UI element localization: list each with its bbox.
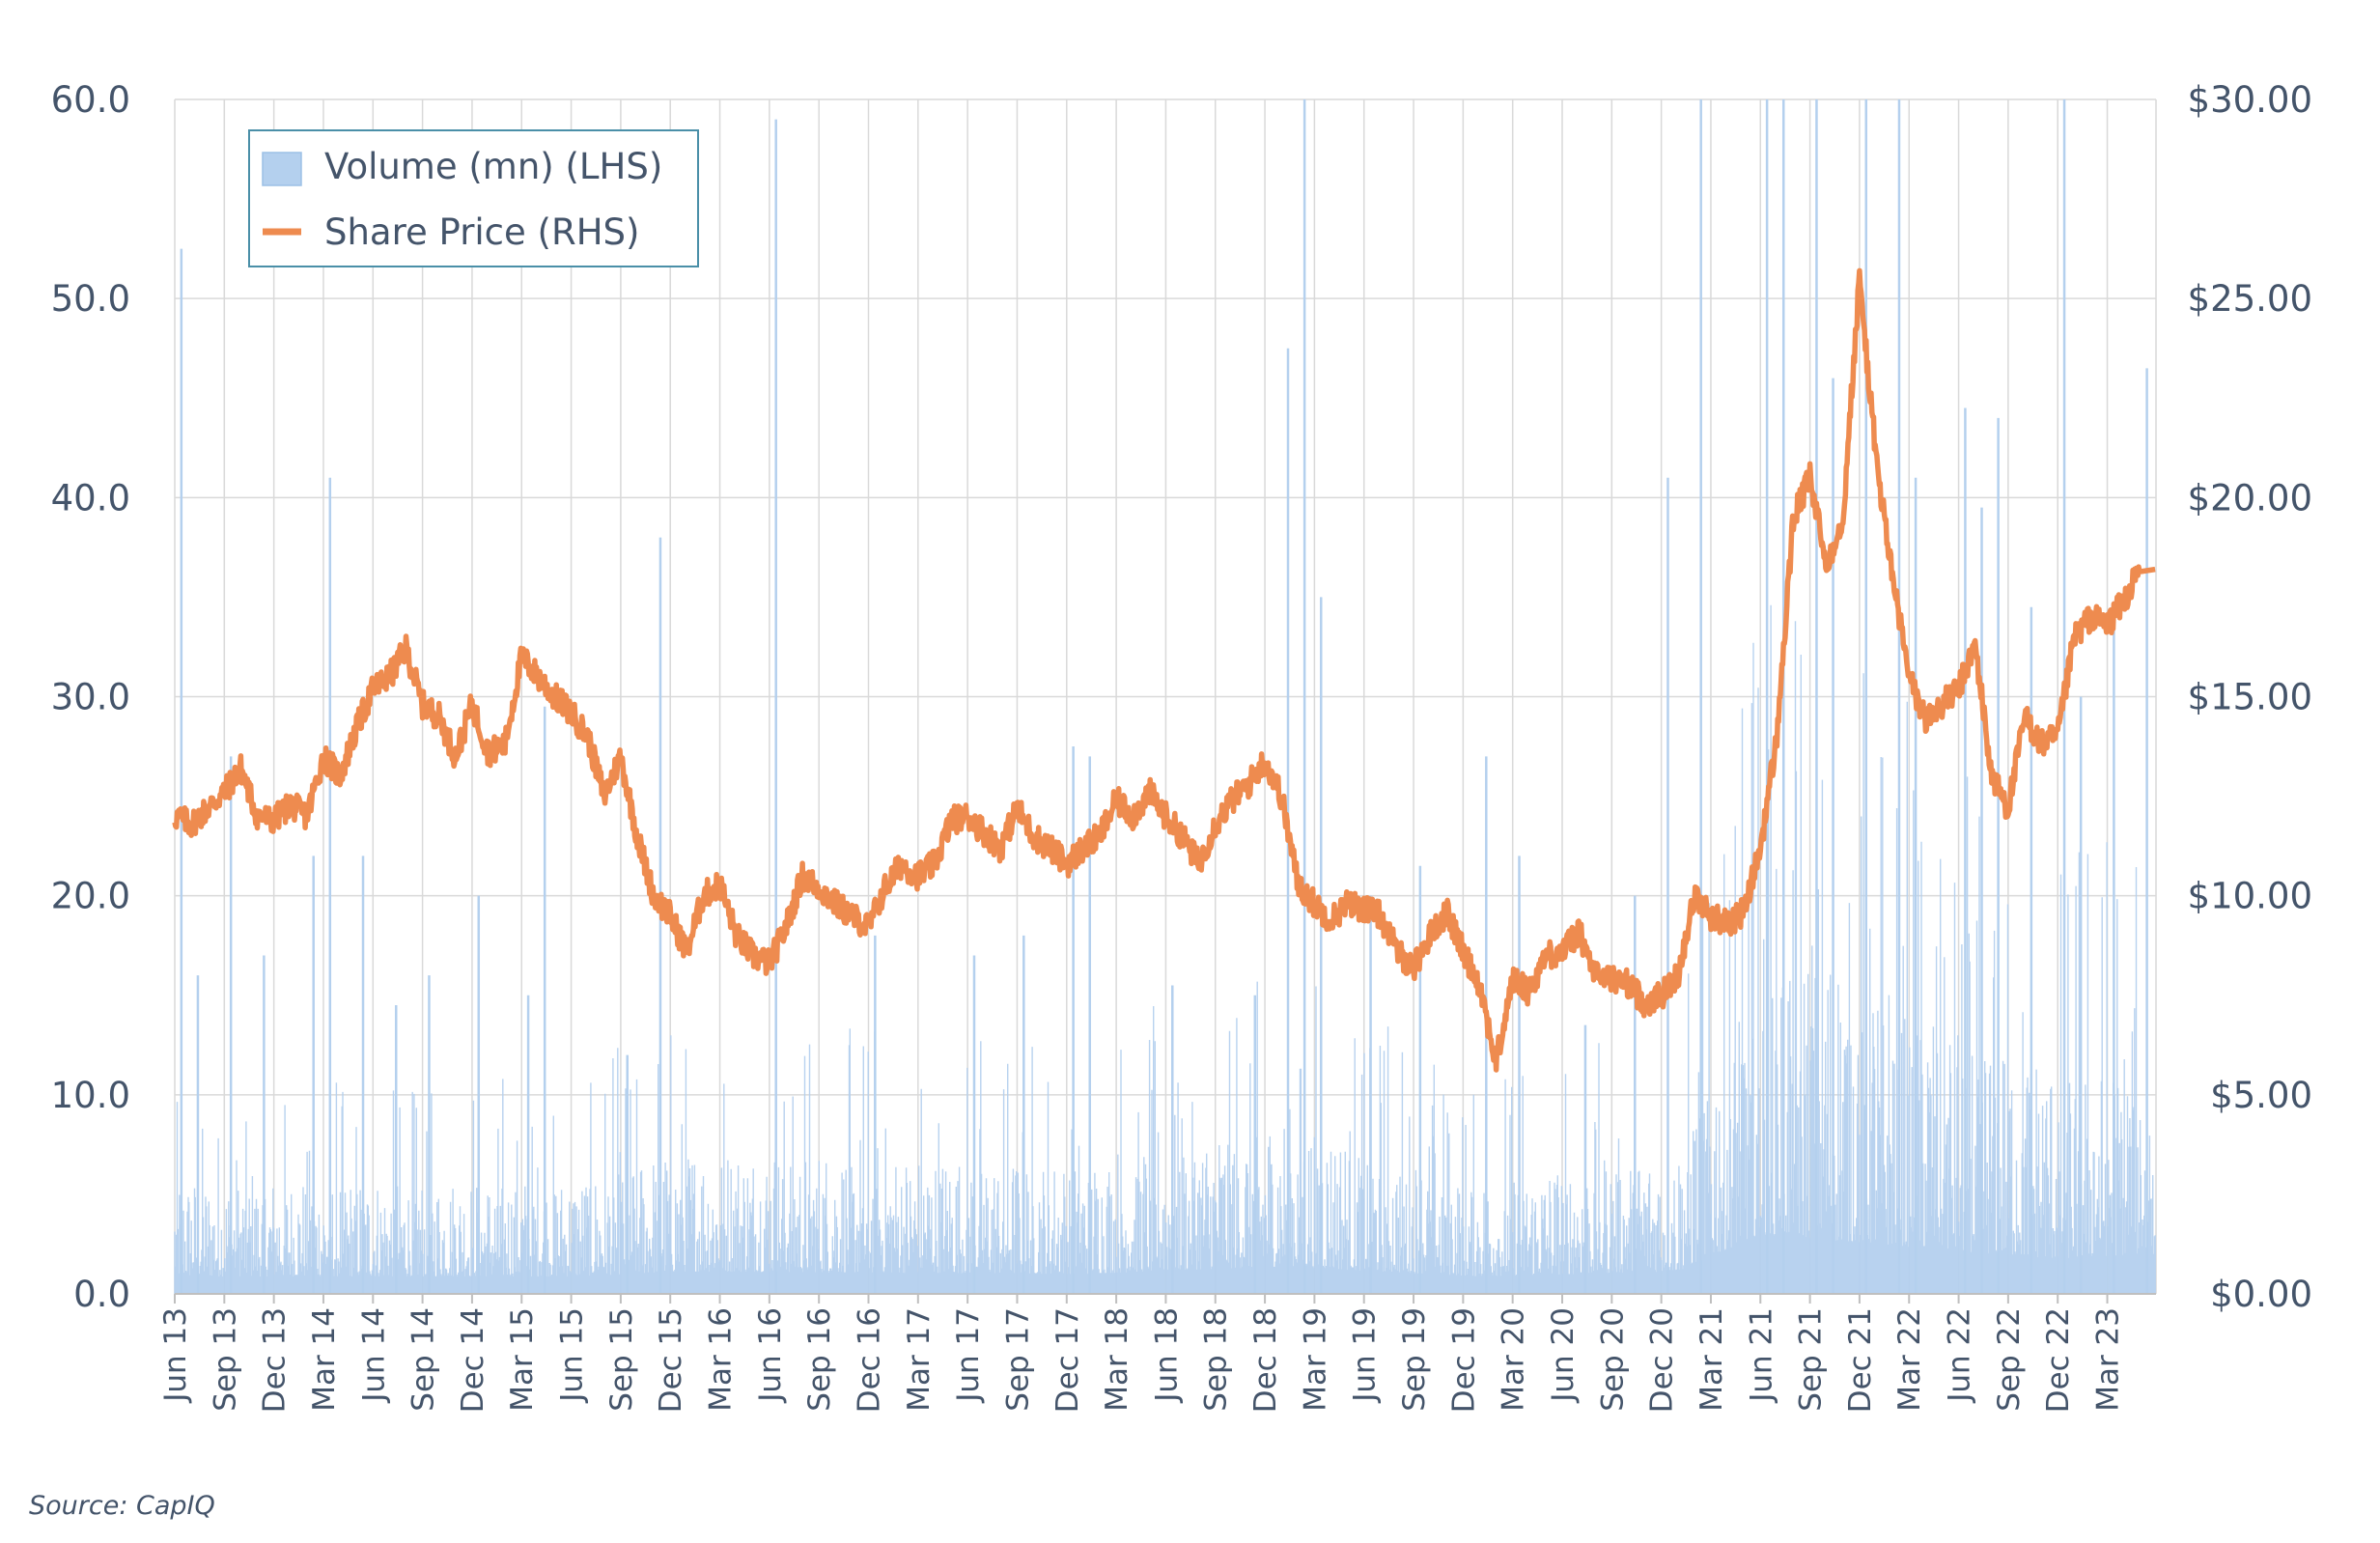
x-tick-label: Sep 15 — [604, 1307, 639, 1412]
left-tick-label: 40.0 — [51, 477, 130, 519]
x-tick-label: Mar 23 — [2091, 1307, 2126, 1412]
x-tick-label: Jun 14 — [356, 1307, 391, 1404]
x-tick-label: Dec 21 — [1843, 1307, 1878, 1413]
right-tick-label: $25.00 — [2188, 278, 2312, 320]
legend: Volume (mn) (LHS) Share Price (RHS) — [248, 129, 699, 267]
left-tick-label: 30.0 — [51, 677, 130, 718]
x-tick-label: Jun 22 — [1943, 1307, 1977, 1404]
x-tick-label: Sep 16 — [802, 1307, 837, 1412]
x-tick-label: Jun 21 — [1744, 1307, 1778, 1404]
x-tick-label: Mar 14 — [307, 1307, 342, 1412]
right-tick-label: $30.00 — [2188, 79, 2312, 121]
left-tick-label: 50.0 — [51, 278, 130, 320]
x-tick-label: Dec 19 — [1446, 1307, 1481, 1413]
right-tick-label: $0.00 — [2210, 1274, 2312, 1315]
right-tick-label: $20.00 — [2188, 477, 2312, 519]
x-tick-label: Mar 18 — [1100, 1307, 1134, 1412]
x-tick-label: Sep 22 — [1992, 1307, 2027, 1412]
x-tick-label: Dec 14 — [456, 1307, 490, 1413]
x-axis-ticks: Jun 13 Sep 13 Dec 13 Mar 14 Jun 14 Sep 14 Dec … — [158, 1294, 2126, 1413]
legend-label-volume: Volume (mn) (LHS) — [324, 146, 662, 187]
x-tick-label: Sep 13 — [208, 1307, 242, 1412]
x-tick-label: Dec 18 — [1248, 1307, 1283, 1413]
x-tick-label: Mar 20 — [1497, 1307, 1531, 1412]
x-tick-label: Dec 15 — [654, 1307, 688, 1413]
x-tick-label: Jun 15 — [555, 1307, 590, 1404]
share-price-line — [172, 267, 2156, 1073]
x-tick-label: Sep 14 — [406, 1307, 441, 1412]
left-tick-label: 0.0 — [73, 1274, 130, 1315]
volume-bars — [174, 604, 2156, 1294]
x-tick-label: Jun 19 — [1348, 1307, 1383, 1404]
x-tick-label: Jun 17 — [951, 1307, 986, 1404]
right-tick-label: $5.00 — [2210, 1075, 2312, 1116]
x-tick-label: Dec 17 — [1050, 1307, 1085, 1413]
x-tick-label: Jun 18 — [1149, 1307, 1184, 1404]
x-tick-label: Jun 13 — [158, 1307, 193, 1404]
right-tick-label: $15.00 — [2188, 677, 2312, 718]
left-tick-label: 20.0 — [51, 876, 130, 917]
x-tick-label: Mar 21 — [1694, 1307, 1729, 1412]
x-tick-label: Mar 16 — [704, 1307, 739, 1412]
x-tick-label: Sep 17 — [1000, 1307, 1035, 1412]
x-tick-label: Mar 15 — [505, 1307, 540, 1412]
left-tick-label: 10.0 — [51, 1075, 130, 1116]
x-tick-label: Sep 18 — [1199, 1307, 1234, 1412]
x-tick-label: Jun 20 — [1546, 1307, 1581, 1404]
x-tick-label: Mar 19 — [1298, 1307, 1332, 1412]
x-tick-label: Sep 20 — [1595, 1307, 1630, 1412]
right-axis-ticks: $0.00 $5.00 $10.00 $15.00 $20.00 $25.00 $30.00 — [2188, 79, 2312, 1315]
share-price-series — [172, 267, 2156, 1073]
left-tick-label: 60.0 — [51, 79, 130, 121]
source-note: Source: CapIQ — [29, 1491, 215, 1521]
x-tick-label: Sep 21 — [1794, 1307, 1829, 1412]
x-tick-label: Mar 17 — [902, 1307, 937, 1412]
left-axis-ticks: 0.0 10.0 20.0 30.0 40.0 50.0 60.0 — [51, 79, 130, 1315]
x-tick-label: Sep 19 — [1397, 1307, 1432, 1412]
x-tick-label: Dec 13 — [258, 1307, 293, 1413]
x-tick-label: Dec 16 — [852, 1307, 886, 1413]
x-tick-label: Mar 22 — [1892, 1307, 1927, 1412]
x-tick-label: Dec 20 — [1645, 1307, 1680, 1413]
x-tick-label: Dec 22 — [2041, 1307, 2076, 1413]
right-tick-label: $10.00 — [2188, 876, 2312, 917]
legend-swatch-volume — [262, 152, 302, 186]
legend-label-price: Share Price (RHS) — [324, 211, 639, 253]
x-tick-label: Jun 16 — [753, 1307, 788, 1404]
